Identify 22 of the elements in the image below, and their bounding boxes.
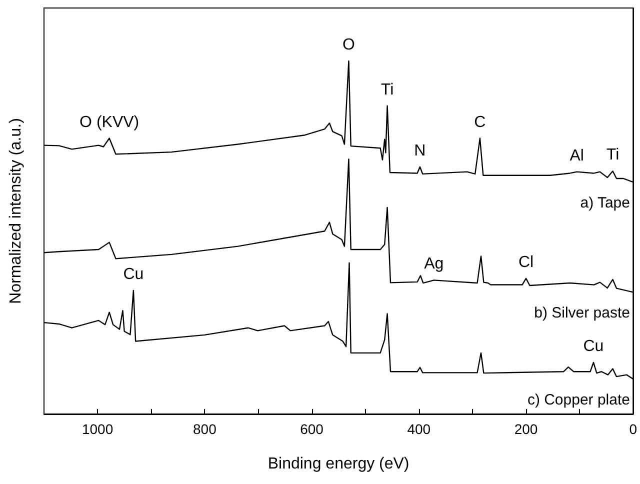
series-label: b) Silver paste (534, 304, 630, 322)
annotation: Al (570, 147, 584, 164)
annotation: Cu (123, 266, 144, 283)
annotation: O (342, 36, 355, 54)
annotation: C (474, 114, 486, 131)
series-label: c) Copper plate (527, 392, 630, 409)
x-axis-title: Binding energy (eV) (268, 456, 410, 472)
annotation: Ti (380, 81, 394, 98)
x-tick-label: 200 (514, 421, 538, 437)
x-tick-label: 600 (300, 421, 324, 437)
x-tick-label: 400 (407, 421, 431, 437)
annotation: Cu (583, 338, 604, 355)
y-axis-title: Normalized intensity (a.u.) (8, 118, 24, 304)
series-label: a) Tape (580, 194, 630, 212)
annotation: Ag (424, 256, 444, 273)
x-tick-label: 800 (192, 421, 217, 437)
annotation: Cl (518, 254, 534, 271)
annotation: N (414, 142, 426, 160)
annotation: Ti (606, 146, 620, 164)
x-tick-label: 0 (629, 421, 638, 437)
annotation: O (KVV) (80, 114, 140, 131)
x-tick-label: 1000 (82, 421, 114, 437)
